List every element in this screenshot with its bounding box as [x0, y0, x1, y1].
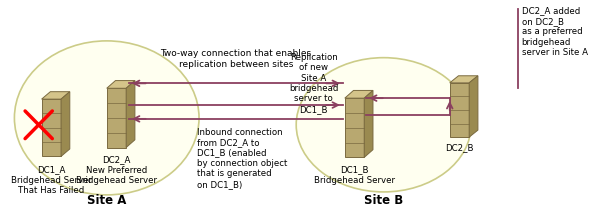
Polygon shape: [107, 81, 135, 88]
Text: Site B: Site B: [364, 194, 403, 207]
Polygon shape: [107, 88, 126, 148]
Text: DC1_A
Bridgehead Server
That Has Failed: DC1_A Bridgehead Server That Has Failed: [11, 165, 92, 195]
Polygon shape: [126, 81, 135, 148]
Text: Site A: Site A: [87, 194, 127, 207]
Text: DC2_A
New Preferred
Bridgehead Server: DC2_A New Preferred Bridgehead Server: [76, 155, 157, 185]
Polygon shape: [469, 76, 478, 137]
Text: DC1_B
Bridgehead Server: DC1_B Bridgehead Server: [314, 165, 395, 185]
Polygon shape: [42, 92, 70, 99]
Text: Replication
of new
Site A
bridgehead
server to
DC1_B: Replication of new Site A bridgehead ser…: [289, 53, 338, 114]
Polygon shape: [42, 99, 61, 156]
Polygon shape: [450, 76, 478, 83]
Text: DC2_B: DC2_B: [445, 144, 474, 153]
Text: DC2_A added
on DC2_B
as a preferred
bridgehead
server in Site A: DC2_A added on DC2_B as a preferred brid…: [522, 6, 588, 57]
Polygon shape: [61, 92, 70, 156]
Polygon shape: [345, 98, 364, 157]
Polygon shape: [450, 83, 469, 137]
Polygon shape: [345, 90, 373, 98]
Ellipse shape: [14, 41, 199, 195]
Text: Inbound connection
from DC2_A to
DC1_B (enabled
by connection object
that is gen: Inbound connection from DC2_A to DC1_B (…: [197, 128, 288, 189]
Ellipse shape: [296, 58, 471, 192]
Polygon shape: [364, 90, 373, 157]
Text: Two-way connection that enables
replication between sites: Two-way connection that enables replicat…: [160, 49, 312, 68]
